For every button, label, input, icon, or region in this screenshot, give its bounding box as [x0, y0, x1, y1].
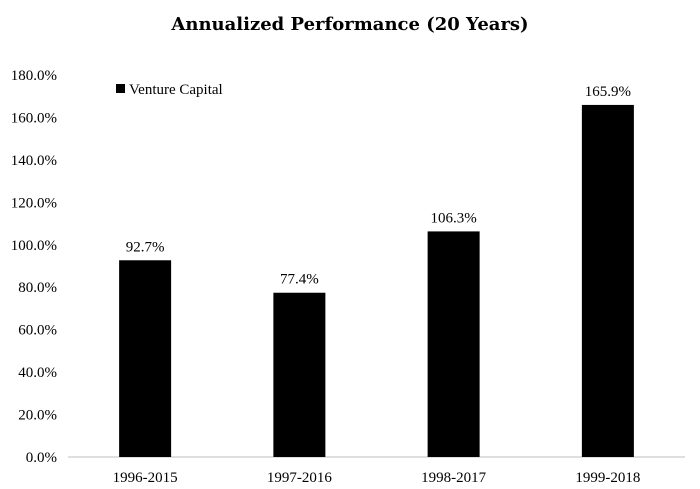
- y-tick-label: 80.0%: [18, 280, 57, 296]
- x-tick-label: 1999-2018: [575, 470, 640, 486]
- y-axis: 0.0% 20.0% 40.0% 60.0% 80.0% 100.0% 120.0% 140.…: [11, 68, 57, 466]
- data-labels: 92.7% 77.4% 106.3% 165.9%: [126, 84, 631, 288]
- bar-data-label: 106.3%: [431, 210, 477, 226]
- bar: [581, 104, 634, 457]
- y-tick-label: 60.0%: [18, 323, 57, 339]
- y-tick-label: 100.0%: [11, 238, 57, 254]
- bar: [119, 260, 172, 457]
- y-tick-label: 20.0%: [18, 408, 57, 424]
- legend-swatch: [116, 84, 125, 93]
- bar: [427, 231, 480, 457]
- x-tick-label: 1997-2016: [267, 470, 332, 486]
- bars: [119, 104, 634, 457]
- y-tick-label: 160.0%: [11, 110, 57, 126]
- bar: [273, 292, 326, 457]
- x-axis: 1996-2015 1997-2016 1998-2017 1999-2018: [68, 456, 685, 486]
- x-tick-label: 1998-2017: [421, 470, 486, 486]
- y-tick-label: 120.0%: [11, 195, 57, 211]
- legend: Venture Capital: [116, 82, 223, 98]
- y-tick-label: 0.0%: [26, 450, 57, 466]
- legend-label: Venture Capital: [129, 82, 223, 98]
- y-tick-label: 40.0%: [18, 365, 57, 381]
- x-tick-label: 1996-2015: [113, 470, 178, 486]
- bar-data-label: 77.4%: [280, 272, 319, 288]
- y-tick-label: 140.0%: [11, 153, 57, 169]
- y-tick-label: 180.0%: [11, 68, 57, 84]
- bar-data-label: 92.7%: [126, 239, 165, 255]
- chart-title: Annualized Performance (20 Years): [170, 14, 528, 35]
- bar-data-label: 165.9%: [585, 84, 631, 100]
